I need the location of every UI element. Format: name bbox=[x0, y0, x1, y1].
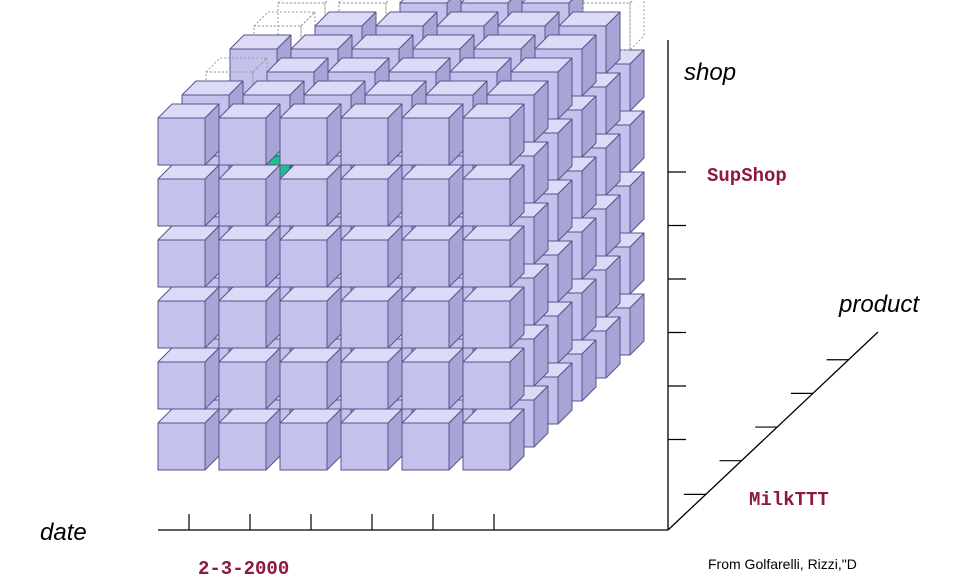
cell-front-face bbox=[462, 117, 511, 166]
data-cell bbox=[218, 164, 281, 227]
data-cell bbox=[218, 347, 281, 410]
cell-front-face bbox=[279, 361, 328, 410]
data-cell bbox=[157, 225, 220, 288]
empty-cell-side bbox=[629, 0, 645, 51]
cell-front-face bbox=[279, 422, 328, 471]
cell-front-face bbox=[401, 361, 450, 410]
product-value-label: MilkTTT bbox=[749, 489, 829, 511]
cell-front-face bbox=[462, 422, 511, 471]
data-cell bbox=[279, 103, 342, 166]
data-cell bbox=[462, 164, 525, 227]
empty-cell-top bbox=[205, 57, 268, 73]
data-cell bbox=[279, 408, 342, 471]
cell-front-face bbox=[279, 117, 328, 166]
data-cell bbox=[279, 347, 342, 410]
axis-ticks bbox=[188, 171, 849, 530]
data-cell bbox=[401, 103, 464, 166]
cell-front-face bbox=[218, 239, 267, 288]
data-cell bbox=[340, 347, 403, 410]
data-cell bbox=[462, 347, 525, 410]
cell-front-face bbox=[462, 361, 511, 410]
date-value-label: 2-3-2000 bbox=[198, 558, 289, 580]
data-cell bbox=[462, 286, 525, 349]
credit-text: From Golfarelli, Rizzi,"D bbox=[708, 556, 857, 572]
data-cell bbox=[279, 164, 342, 227]
cell-front-face bbox=[218, 178, 267, 227]
data-cell bbox=[218, 408, 281, 471]
product-axis-line bbox=[667, 331, 879, 531]
empty-cell-top bbox=[253, 11, 316, 27]
data-cell bbox=[218, 286, 281, 349]
cell-front-face bbox=[157, 239, 206, 288]
cell-front-face bbox=[462, 300, 511, 349]
data-cell bbox=[340, 225, 403, 288]
data-cell bbox=[279, 225, 342, 288]
product-axis-label: product bbox=[838, 291, 920, 318]
cell-front-face bbox=[279, 300, 328, 349]
cell-front-face bbox=[340, 300, 389, 349]
cell-front-face bbox=[462, 239, 511, 288]
data-cell bbox=[462, 408, 525, 471]
cell-front-face bbox=[157, 178, 206, 227]
data-cell bbox=[401, 164, 464, 227]
cell-front-face bbox=[401, 300, 450, 349]
cube-grid: 3 bbox=[157, 0, 645, 471]
data-cell bbox=[157, 408, 220, 471]
data-cell bbox=[218, 103, 281, 166]
cell-front-face bbox=[218, 361, 267, 410]
cell-front-face bbox=[340, 117, 389, 166]
cell-front-face bbox=[218, 300, 267, 349]
data-cell bbox=[401, 347, 464, 410]
cell-front-face bbox=[340, 361, 389, 410]
data-cell bbox=[340, 103, 403, 166]
cell-front-face bbox=[157, 361, 206, 410]
cell-front-face bbox=[340, 239, 389, 288]
data-cell bbox=[340, 164, 403, 227]
cell-front-face bbox=[401, 178, 450, 227]
data-cell bbox=[401, 408, 464, 471]
cell-front-face bbox=[218, 117, 267, 166]
cell-front-face bbox=[401, 422, 450, 471]
cell-front-face bbox=[157, 422, 206, 471]
data-cell bbox=[157, 103, 220, 166]
data-cell bbox=[279, 286, 342, 349]
cell-front-face bbox=[157, 300, 206, 349]
labels: shop product date SupShop MilkTTT 2-3-20… bbox=[40, 59, 920, 580]
cell-front-face bbox=[157, 117, 206, 166]
data-cell bbox=[462, 225, 525, 288]
cell-front-face bbox=[218, 422, 267, 471]
cell-front-face bbox=[279, 239, 328, 288]
date-axis-label: date bbox=[40, 519, 87, 546]
data-cell bbox=[462, 103, 525, 166]
data-cell bbox=[340, 286, 403, 349]
cell-front-face bbox=[401, 117, 450, 166]
shop-axis-label: shop bbox=[684, 59, 736, 86]
cell-front-face bbox=[462, 178, 511, 227]
cell-front-face bbox=[401, 239, 450, 288]
cell-front-face bbox=[279, 178, 328, 227]
axes bbox=[158, 40, 879, 531]
data-cell bbox=[157, 286, 220, 349]
data-cell bbox=[401, 225, 464, 288]
data-cell bbox=[157, 347, 220, 410]
data-cell bbox=[401, 286, 464, 349]
empty-cell-side bbox=[252, 57, 268, 120]
cell-front-face bbox=[340, 422, 389, 471]
data-cell bbox=[340, 408, 403, 471]
shop-value-label: SupShop bbox=[707, 165, 787, 187]
data-cell bbox=[157, 164, 220, 227]
empty-cell-side bbox=[300, 11, 316, 74]
cell-front-face bbox=[340, 178, 389, 227]
data-cell bbox=[218, 225, 281, 288]
